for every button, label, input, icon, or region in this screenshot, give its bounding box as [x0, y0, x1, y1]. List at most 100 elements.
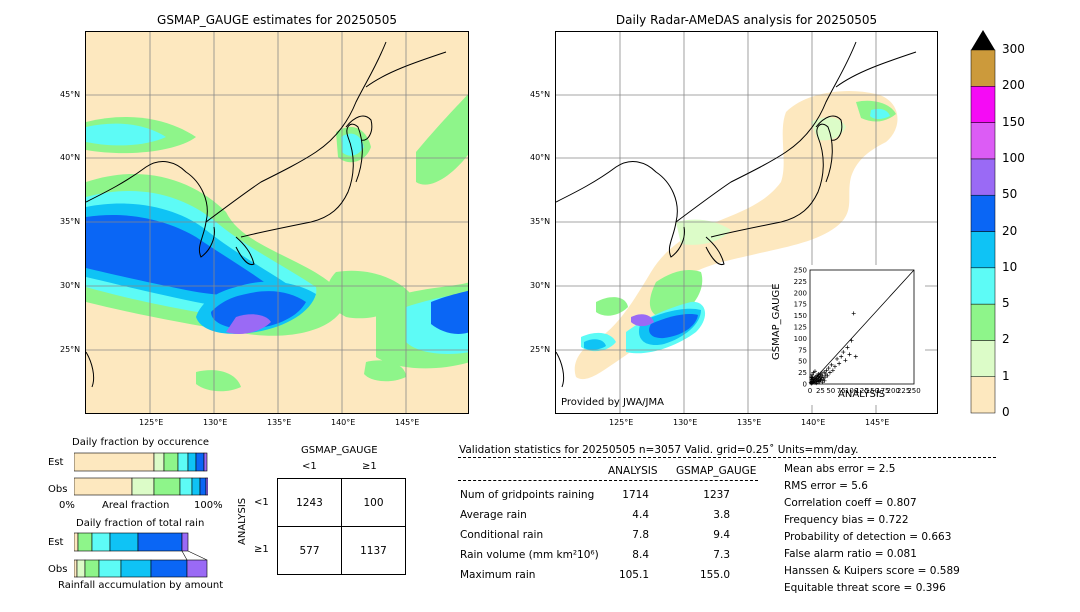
scatter-point — [829, 362, 834, 367]
colorbar-tick-label: 0 — [1002, 405, 1010, 419]
scatter-x-tick: 25 — [816, 387, 825, 395]
occurrence-axis-right: 100% — [194, 500, 223, 511]
scatter-x-tick: 200 — [887, 387, 900, 395]
stat-label: Rain volume (mm km²10⁶) — [460, 549, 599, 561]
scatter-y-tick: 100 — [794, 335, 807, 343]
score-line: Probability of detection = 0.663 — [784, 531, 952, 543]
scatter-point — [818, 372, 823, 377]
contingency-col-lt: <1 — [302, 461, 317, 472]
score-line: Equitable threat score = 0.396 — [784, 582, 946, 594]
scatter-point — [853, 354, 858, 359]
scatter-xlabel: ANALYSIS — [838, 389, 886, 400]
scatter-point — [826, 366, 831, 371]
left-lon-125: 125°E — [139, 418, 164, 427]
contingency-cell: 577 — [277, 526, 342, 575]
colorbar-swatch — [970, 303, 996, 341]
scatter-x-tick: 225 — [897, 387, 910, 395]
contingency-cell: 100 — [341, 478, 406, 527]
colorbar-tick-label: 100 — [1002, 150, 1025, 165]
occurrence-axis-mid: Areal fraction — [102, 500, 170, 511]
contingency-table: 1243 100 577 1137 — [277, 478, 406, 575]
scatter-y-tick: 225 — [794, 278, 807, 286]
scatter-point — [819, 371, 824, 376]
contingency-row-header: ANALYSIS — [237, 497, 248, 545]
score-line: Correlation coeff = 0.807 — [784, 497, 917, 509]
right-lat-30: 30°N — [530, 281, 551, 290]
scatter-point — [824, 368, 829, 373]
total-rain-title: Daily fraction of total rain — [76, 518, 205, 529]
scatter-point — [822, 375, 827, 380]
scatter-point — [820, 373, 825, 378]
colorbar-tick-label: 2 — [1002, 332, 1010, 347]
total-rain-footer: Rainfall accumulation by amount — [58, 580, 224, 591]
scatter-point — [845, 345, 850, 350]
scatter-point — [843, 358, 848, 363]
colorbar-tick-label: 200 — [1002, 78, 1025, 93]
scatter-point — [809, 377, 814, 382]
stat-analysis-value: 105.1 — [618, 569, 649, 581]
left-precip-map — [86, 32, 468, 413]
scatter-point — [818, 377, 823, 382]
left-lat-35: 35°N — [60, 217, 81, 226]
scatter-x-tick: 75 — [837, 387, 846, 395]
right-precip-map — [556, 32, 937, 413]
colorbar-swatch — [970, 86, 996, 123]
colorbar-swatch — [970, 340, 996, 377]
right-lon-140: 140°E — [801, 418, 826, 427]
stat-gsmap-value: 7.3 — [713, 549, 730, 561]
left-lat-40: 40°N — [60, 153, 81, 162]
validation-divider-top — [458, 457, 996, 458]
occurrence-bars — [73, 452, 209, 496]
scatter-y-tick: 200 — [794, 289, 807, 297]
scatter-point — [847, 352, 852, 357]
scatter-y-tick: 125 — [794, 324, 807, 332]
stat-gsmap-value: 155.0 — [699, 569, 730, 581]
right-lon-125: 125°E — [609, 418, 634, 427]
scatter-inset: 0 0 25 25 50 50 75 75 100 100 125 125 150 150 175 175 20… — [775, 265, 925, 405]
colorbar-swatch — [970, 122, 996, 160]
colorbar-swatch — [970, 49, 996, 87]
validation-col-gsmap: GSMAP_GAUGE — [676, 465, 757, 477]
right-lat-40: 40°N — [530, 153, 551, 162]
validation-divider-mid — [458, 480, 758, 481]
scatter-point — [814, 381, 819, 386]
scatter-point — [827, 370, 832, 375]
scatter-point — [812, 369, 817, 374]
colorbar-tick-label: 5 — [1002, 296, 1010, 311]
scatter-point — [820, 380, 825, 385]
colorbar-swatch — [970, 267, 996, 305]
scatter-point — [851, 311, 856, 316]
scatter-y-tick: 0 — [803, 381, 807, 389]
colorbar-tick-label: 1 — [1002, 368, 1010, 383]
scatter-point — [830, 368, 835, 373]
contingency-cell: 1243 — [277, 478, 342, 527]
stat-analysis-value: 4.4 — [632, 509, 649, 521]
contingency-cell: 1137 — [341, 526, 406, 575]
scatter-x-tick: 0 — [808, 387, 812, 395]
scatter-point — [816, 371, 821, 376]
right-lat-45: 45°N — [530, 90, 551, 99]
scatter-y-tick: 150 — [794, 312, 807, 320]
scatter-point — [849, 338, 854, 343]
scatter-point — [825, 373, 830, 378]
colorbar-swatch — [970, 158, 996, 196]
scatter-y-tick: 175 — [794, 301, 807, 309]
right-lon-130: 130°E — [673, 418, 698, 427]
total-rain-obs-label: Obs — [48, 564, 68, 575]
scatter-y-tick: 250 — [794, 267, 807, 275]
left-lon-140: 140°E — [331, 418, 356, 427]
scatter-point — [816, 379, 821, 384]
stat-analysis-value: 8.4 — [632, 549, 649, 561]
total-rain-bars — [73, 532, 208, 578]
occurrence-est-label: Est — [48, 457, 64, 468]
scatter-point — [822, 378, 827, 383]
score-line: False alarm ratio = 0.081 — [784, 548, 917, 560]
scatter-x-tick: 100 — [845, 387, 858, 395]
contingency-col-ge: ≥1 — [362, 461, 377, 472]
scatter-point — [810, 375, 815, 380]
scatter-y-tick: 50 — [798, 358, 807, 366]
left-lon-145: 145°E — [395, 418, 420, 427]
right-map — [555, 31, 938, 414]
left-lat-25: 25°N — [60, 345, 81, 354]
stat-gsmap-value: 9.4 — [713, 529, 730, 541]
